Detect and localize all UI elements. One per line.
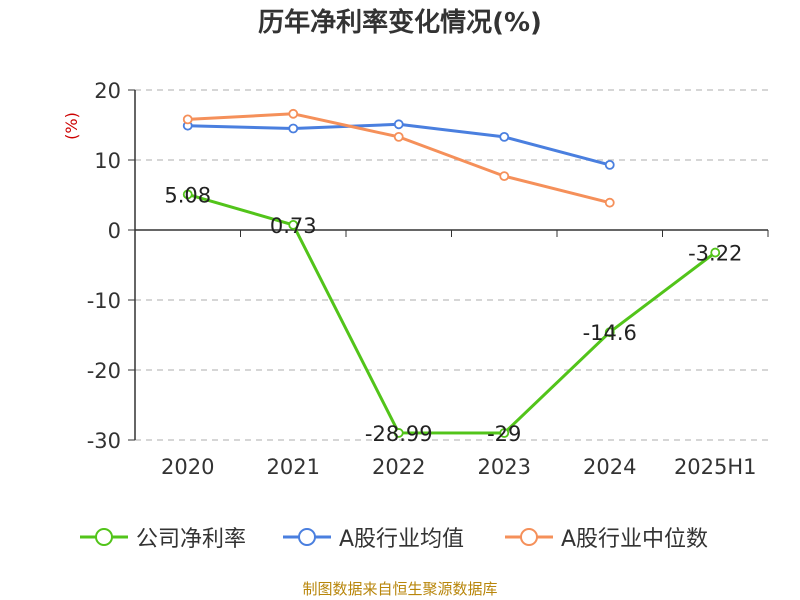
- data-point-2: [288, 108, 299, 119]
- legend-item-company[interactable]: 公司净利率: [80, 521, 246, 553]
- data-point-0: [499, 428, 510, 438]
- data-point-1: [499, 131, 510, 142]
- x-tick-label: 2021: [267, 455, 320, 479]
- legend-label-industry-median: A股行业中位数: [561, 527, 709, 552]
- data-point-0: [604, 327, 615, 338]
- source-note: 制图数据来自恒生聚源数据库: [302, 580, 498, 598]
- series-line-1: [187, 122, 611, 167]
- data-labels: 5.08 0.73 -28.99 -29 -14.6 -3.22: [164, 183, 742, 446]
- data-point-0: [393, 428, 404, 438]
- legend-item-industry-median[interactable]: A股行业中位数: [505, 521, 708, 553]
- axes: 20 10 0 -10 -20 -30 (%) 2020 2021 2022 2023 2024 202…: [62, 79, 769, 479]
- x-tick-label: 2023: [478, 455, 531, 479]
- y-tick-label: 20: [94, 79, 121, 103]
- legend-item-industry-mean[interactable]: A股行业均值: [283, 521, 464, 553]
- legend-swatch-industry-median: [505, 528, 553, 546]
- gridlines: [135, 89, 768, 441]
- y-tick-label: 0: [108, 219, 121, 243]
- data-point-1: [393, 119, 404, 130]
- data-point-1: [604, 159, 615, 170]
- data-label: -3.22: [688, 242, 742, 266]
- data-point-2: [499, 171, 510, 182]
- series-line-0: [187, 192, 717, 435]
- series-lines: [182, 108, 721, 438]
- data-point-1: [288, 123, 299, 134]
- x-tick-label: 2024: [583, 455, 636, 479]
- data-label: 5.08: [164, 183, 211, 207]
- y-tick-label: -10: [87, 289, 121, 313]
- legend-label-company: 公司净利率: [136, 527, 247, 552]
- data-label: -14.6: [583, 321, 637, 345]
- y-tick-label: -20: [87, 359, 121, 383]
- y-tick-label: 10: [94, 149, 121, 173]
- data-label: 0.73: [270, 214, 317, 238]
- data-point-0: [710, 247, 721, 258]
- data-point-0: [288, 219, 299, 230]
- x-tick-label: 2022: [372, 455, 425, 479]
- y-tick-label: -30: [87, 429, 121, 453]
- data-point-2: [393, 131, 404, 142]
- legend-label-industry-mean: A股行业均值: [339, 527, 465, 552]
- data-label: -28.99: [365, 422, 433, 446]
- legend-swatch-industry-mean: [283, 528, 331, 546]
- x-tick-label: 2025H1: [674, 455, 757, 479]
- data-point-2: [604, 197, 615, 208]
- x-tick-label: 2020: [161, 455, 214, 479]
- y-axis-label: (%): [62, 112, 81, 140]
- chart-title: 历年净利率变化情况(%): [258, 8, 542, 38]
- data-point-2: [182, 114, 193, 125]
- legend-swatch-company: [80, 528, 128, 546]
- data-point-0: [182, 189, 193, 200]
- data-label: -29: [487, 422, 521, 446]
